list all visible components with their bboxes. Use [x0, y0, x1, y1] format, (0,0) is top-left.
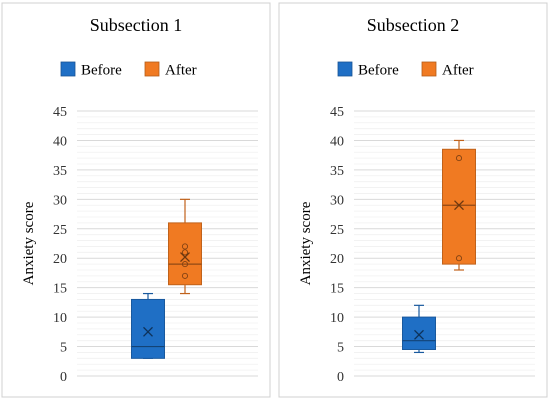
y-tick-label: 0 — [337, 370, 344, 385]
legend-item-after: After — [144, 61, 197, 79]
legend-item-after: After — [421, 61, 474, 79]
y-axis-label: Anxiety score — [21, 201, 37, 285]
chart-title: Subsection 1 — [90, 15, 183, 35]
data-point — [181, 261, 189, 268]
chart-title: Subsection 2 — [367, 15, 460, 35]
legend-swatch — [337, 61, 353, 77]
legend-label: After — [165, 63, 197, 79]
y-tick-label: 10 — [53, 311, 67, 326]
box-iqr — [442, 148, 476, 265]
y-tick-label: 15 — [53, 282, 67, 297]
mean-marker — [454, 200, 464, 211]
data-point — [181, 243, 189, 250]
y-tick-label: 20 — [330, 252, 344, 267]
y-tick-label: 5 — [60, 341, 67, 356]
box-before — [402, 304, 436, 354]
data-point — [455, 255, 463, 262]
chart-panel-2: Subsection 2 Before After 0 5 10 15 20 25 30 35 40 4… — [278, 2, 548, 398]
mean-marker — [143, 326, 153, 337]
y-tick-label: 10 — [330, 311, 344, 326]
y-tick-label: 0 — [60, 370, 67, 385]
data-point — [455, 155, 463, 162]
legend-label: After — [442, 63, 474, 79]
y-tick-label: 35 — [53, 164, 67, 179]
data-point — [181, 249, 189, 256]
y-tick-label: 15 — [330, 282, 344, 297]
legend-label: Before — [81, 63, 122, 79]
mean-marker — [180, 252, 190, 263]
y-tick-label: 30 — [330, 193, 344, 208]
y-tick-label: 40 — [53, 134, 67, 149]
box-iqr — [402, 316, 436, 351]
y-tick-label: 35 — [330, 164, 344, 179]
legend-label: Before — [358, 63, 399, 79]
legend-swatch — [60, 61, 76, 77]
legend-swatch — [421, 61, 437, 77]
box-iqr — [168, 222, 202, 286]
chart-panel-1: Subsection 1 Before After 0 5 10 15 20 25 30 35 40 4… — [1, 2, 271, 398]
legend-item-before: Before — [337, 61, 399, 79]
mean-marker — [414, 329, 424, 340]
y-tick-label: 40 — [330, 134, 344, 149]
data-point — [181, 272, 189, 279]
y-tick-label: 25 — [330, 223, 344, 238]
y-tick-label: 45 — [330, 105, 344, 120]
y-tick-label: 25 — [53, 223, 67, 238]
box-after — [442, 139, 476, 271]
y-tick-label: 5 — [337, 341, 344, 356]
y-tick-label: 30 — [53, 193, 67, 208]
legend-swatch — [144, 61, 160, 77]
box-before — [131, 292, 165, 359]
y-axis-label: Anxiety score — [298, 201, 314, 285]
box-iqr — [131, 298, 165, 359]
box-after — [168, 198, 202, 295]
legend-item-before: Before — [60, 61, 122, 79]
y-tick-label: 20 — [53, 252, 67, 267]
y-tick-label: 45 — [53, 105, 67, 120]
